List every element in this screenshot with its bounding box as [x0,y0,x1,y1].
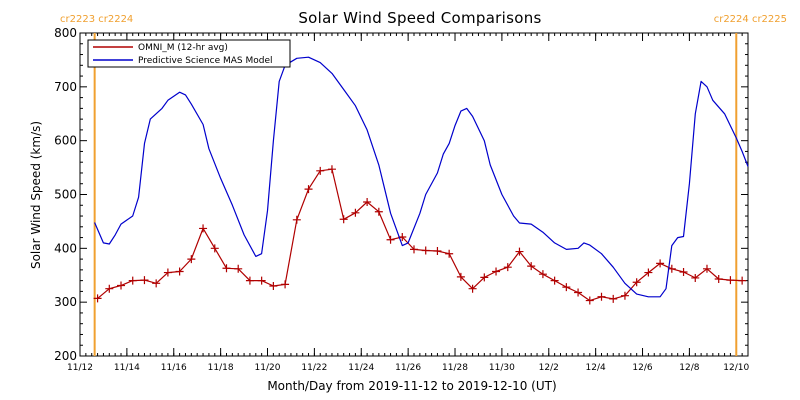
omni-data-point [316,166,325,175]
y-tick-label: 700 [54,80,77,94]
omni-data-point [609,294,618,303]
omni-data-point [363,198,372,207]
omni-data-point [597,292,606,301]
y-tick-label: 300 [54,295,77,309]
omni-data-point [656,259,665,268]
x-tick-label: 12/8 [679,363,699,373]
omni-data-point [140,276,149,285]
carrington-marker-label: cr2223 cr2224 [60,14,133,25]
omni-data-point [527,262,536,271]
omni-data-point [117,281,126,290]
x-tick-label: 12/10 [723,363,749,373]
omni-data-point [456,272,465,281]
y-tick-label: 200 [54,349,77,363]
omni-data-point [222,264,231,273]
omni-data-point [515,247,524,256]
x-tick-label: 11/16 [161,363,187,373]
omni-data-point [632,278,641,287]
omni-data-point [245,276,254,285]
omni-data-point [480,273,489,282]
omni-data-point [714,275,723,284]
carrington-markers: cr2223 cr2224 cr2224 cr2225 [60,14,787,356]
omni-data-point [163,268,172,277]
omni-data-point [175,267,184,276]
x-tick-label: 11/14 [114,363,140,373]
omni-data-point [538,270,547,279]
omni-data-point [644,268,653,277]
omni-data-point [257,276,266,285]
omni-data-point [421,246,430,255]
omni-data-point [679,268,688,277]
legend: OMNI_M (12-hr avg) Predictive Science MA… [87,39,291,68]
omni-data-point [351,208,360,217]
omni-data-point [210,244,219,253]
x-tick-label: 12/6 [632,363,652,373]
y-tick-label: 800 [54,26,77,40]
x-tick-label: 11/24 [348,363,374,373]
omni-data-point [339,215,348,224]
omni-data-point [562,283,571,292]
omni-series-line [97,168,743,302]
omni-data-point [738,276,747,285]
omni-data-point [187,255,196,264]
x-tick-label: 11/30 [489,363,515,373]
x-tick-label: 11/26 [395,363,421,373]
omni-data-point [503,263,512,272]
x-tick-label: 11/18 [208,363,234,373]
omni-data-point [152,279,161,288]
omni-data-point [433,247,442,256]
omni-data-point [585,296,594,305]
mas-series-line [94,56,749,298]
x-tick-label: 12/4 [586,363,606,373]
omni-data-point [199,224,208,233]
x-axis-label: Month/Day from 2019-11-12 to 2019-12-10 … [267,379,556,393]
omni-data-point [492,267,501,276]
omni-data-point [234,264,243,273]
omni-data-point [128,276,137,285]
omni-data-point [386,235,395,244]
omni-data-point [304,185,313,194]
series-lines [93,56,749,305]
x-tick-label: 11/22 [301,363,327,373]
omni-data-point [550,276,559,285]
x-tick-label: 11/20 [255,363,281,373]
omni-data-point [410,245,418,254]
omni-data-point [445,249,454,258]
omni-data-point [574,288,583,297]
omni-data-point [292,215,301,224]
omni-data-point [726,276,735,285]
chart-title: Solar Wind Speed Comparisons [298,9,541,27]
omni-data-point [468,284,477,293]
legend-box [87,39,291,68]
x-tick-label: 11/12 [67,363,93,373]
omni-data-point [374,207,383,216]
axis-ticks: 200 300 400 500 600 700 800 11/12 11/14 11/16 11/1… [54,26,749,373]
legend-label-omni: OMNI_M (12-hr avg) [138,43,228,53]
plot-frame [79,32,749,357]
x-tick-label: 12/2 [539,363,559,373]
x-tick-label: 11/28 [442,363,468,373]
carrington-marker-label: cr2224 cr2225 [714,14,787,25]
omni-data-point [327,165,336,174]
omni-data-point [691,273,700,282]
y-axis-label: Solar Wind Speed (km/s) [29,121,43,269]
omni-data-point [702,264,711,273]
y-tick-label: 500 [54,188,77,202]
legend-label-mas: Predictive Science MAS Model [138,56,273,66]
omni-data-point [93,294,102,303]
omni-data-point [105,284,114,293]
omni-data-point [620,291,629,300]
y-tick-label: 400 [54,241,77,255]
y-tick-label: 600 [54,134,77,148]
omni-data-point [281,280,290,289]
omni-data-point [269,282,278,291]
